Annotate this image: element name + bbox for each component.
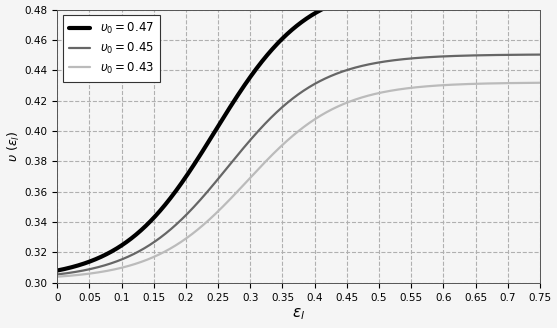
$\upsilon_0 = 0.45$ [289,97,295,101]
Legend: $\upsilon_0 = 0.47$, $\upsilon_0 = 0.45$, $\upsilon_0 = 0.43$: $\upsilon_0 = 0.47$, $\upsilon_0 = 0.45$… [63,15,160,82]
Line: $\upsilon_0 = 0.45$: $\upsilon_0 = 0.45$ [57,54,540,275]
Line: $\upsilon_0 = 0.43$: $\upsilon_0 = 0.43$ [57,83,540,277]
Line: $\upsilon_0 = 0.47$: $\upsilon_0 = 0.47$ [57,0,540,271]
$\upsilon_0 = 0.45$ [54,273,61,277]
$\upsilon_0 = 0.45$ [536,52,543,56]
$\upsilon_0 = 0.43$ [536,81,543,85]
$\upsilon_0 = 0.43$ [54,275,61,279]
$\upsilon_0 = 0.45$ [79,269,85,273]
$\upsilon_0 = 0.43$ [276,146,282,150]
$\upsilon_0 = 0.45$ [434,55,441,59]
$\upsilon_0 = 0.43$ [434,84,441,88]
$\upsilon_0 = 0.47$ [79,262,85,266]
$\upsilon_0 = 0.43$ [522,81,529,85]
$\upsilon_0 = 0.43$ [522,81,529,85]
Y-axis label: $\upsilon\ (\varepsilon_l)$: $\upsilon\ (\varepsilon_l)$ [6,131,22,162]
$\upsilon_0 = 0.43$ [289,134,295,138]
$\upsilon_0 = 0.45$ [522,53,529,57]
$\upsilon_0 = 0.45$ [522,53,529,57]
$\upsilon_0 = 0.47$ [54,269,61,273]
$\upsilon_0 = 0.47$ [276,40,282,44]
$\upsilon_0 = 0.45$ [276,108,282,112]
$\upsilon_0 = 0.43$ [79,273,85,277]
$\upsilon_0 = 0.47$ [289,28,295,32]
X-axis label: $\varepsilon_l$: $\varepsilon_l$ [292,307,305,322]
